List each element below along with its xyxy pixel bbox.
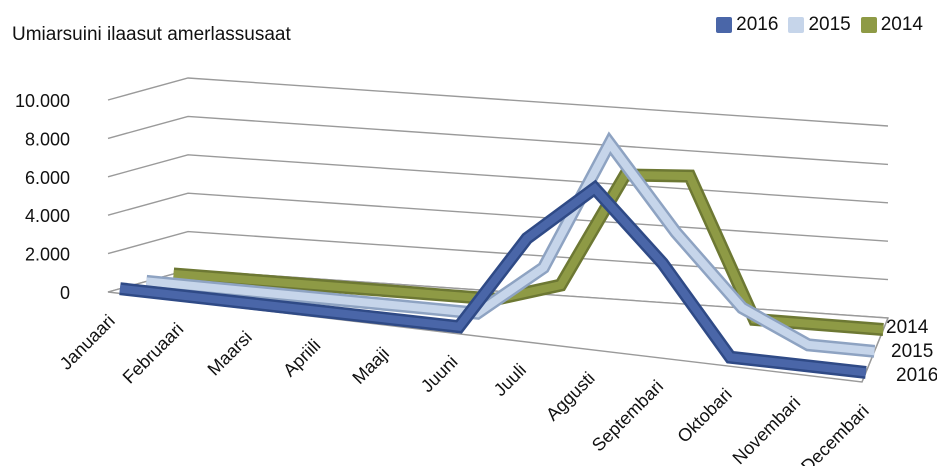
x-tick-label: Maarsi: [204, 327, 256, 379]
legend-item-2015: 2015: [788, 14, 851, 36]
chart-title: Umiarsuini ilaasut amerlassusaat: [12, 24, 291, 45]
legend-swatch-2014: [860, 17, 877, 33]
x-tick-label: Septembari: [588, 376, 667, 455]
y-tick-label: 6.000: [25, 168, 70, 188]
legend-item-2014: 2014: [860, 14, 923, 36]
legend-swatch-2015: [788, 17, 805, 33]
x-tick-label: Juuli: [490, 360, 530, 400]
x-tick-label: Juuni: [417, 352, 462, 397]
gridline: [107, 154, 889, 204]
x-tick-label: Novembari: [729, 393, 805, 466]
x-tick-label: Januaari: [56, 311, 119, 374]
depth-tick-label: 2016: [896, 365, 937, 386]
legend-item-2016: 2016: [716, 14, 778, 36]
legend-label-2016: 2016: [736, 14, 779, 35]
series-line-2016: [119, 183, 867, 377]
y-tick-label: 8.000: [25, 129, 70, 149]
depth-axis: [861, 317, 889, 383]
series-line-2015: [146, 136, 875, 356]
legend: 2016 2015 2014: [716, 14, 923, 36]
legend-label-2015: 2015: [808, 14, 851, 35]
legend-label-2014: 2014: [880, 14, 923, 35]
x-tick-label: Maaji: [348, 343, 393, 388]
x-tick-label: Februaari: [119, 319, 188, 388]
y-tick-label: 2.000: [25, 245, 70, 265]
legend-swatch-2016: [716, 17, 733, 33]
gridline: [107, 77, 889, 127]
depth-tick-label: 2015: [891, 341, 933, 362]
x-tick-label: Oktobari: [673, 384, 735, 446]
x-tick-label: Decembari: [797, 401, 873, 466]
y-tick-label: 0: [60, 283, 70, 303]
gridline: [107, 192, 889, 242]
depth-tick-label: 2014: [886, 317, 929, 338]
x-tick-label: Aggusti: [542, 368, 599, 425]
gridline: [107, 115, 889, 166]
y-tick-label: 4.000: [25, 206, 70, 226]
x-tick-label: Apriili: [279, 335, 324, 380]
y-tick-label: 10.000: [15, 91, 70, 111]
